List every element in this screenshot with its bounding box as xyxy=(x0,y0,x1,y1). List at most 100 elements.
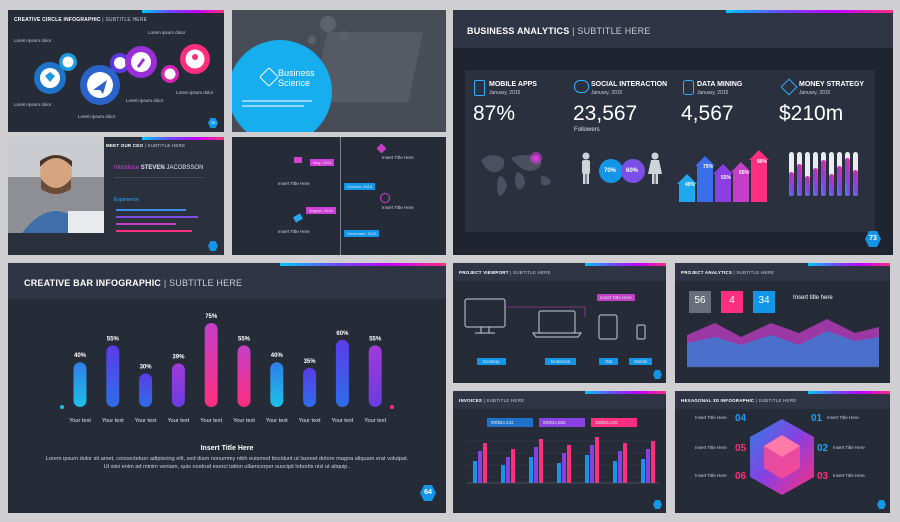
chat-icon xyxy=(574,80,589,93)
bar-chart: 40% Your text 55% Your text 30% Your text 39% Y… xyxy=(60,314,394,424)
invoice-amount: 99/$63,234 xyxy=(487,418,533,427)
slide-title: HEXAGONAL 3D INFOGRAPHIC | SUBTITLE HERE xyxy=(681,398,797,403)
page-number: 64 xyxy=(420,485,436,501)
device-label: Notebook xyxy=(545,358,577,365)
category-label: Your text xyxy=(102,418,124,424)
page-hex xyxy=(653,370,662,379)
category-label: Your text xyxy=(364,418,386,424)
category-label: Your text xyxy=(331,418,353,424)
caption-6: Lorem ipsum dolor xyxy=(176,90,214,95)
bar xyxy=(237,345,251,407)
page-hex xyxy=(208,241,218,251)
flag-icon xyxy=(294,157,302,163)
insert-title: Insert title here xyxy=(793,295,833,301)
male-percent: 70% xyxy=(604,168,617,174)
bar xyxy=(73,362,87,407)
slide-business-science[interactable]: Business Science xyxy=(232,10,446,132)
step-number: 04 xyxy=(735,413,747,424)
slide-header xyxy=(675,391,890,409)
skill-bar xyxy=(116,223,176,225)
gradient-bar xyxy=(585,263,666,266)
slide-business-analytics[interactable]: BUSINESS ANALYTICS | SUBTITLE HERE MOBIL… xyxy=(453,10,893,255)
world-map xyxy=(481,152,551,196)
step-label: Insert Title Here xyxy=(695,473,727,478)
slide-hexagonal-3d[interactable]: HEXAGONAL 3D INFOGRAPHIC | SUBTITLE HERE… xyxy=(675,391,890,513)
text-line xyxy=(242,105,304,107)
step-label: Insert Title Here xyxy=(695,445,727,450)
bar-value-label: 35% xyxy=(304,359,317,365)
phone-icon xyxy=(474,80,485,96)
slide-title: INVOICES | SUBTITLE HERE xyxy=(459,398,525,403)
brand-line-2: Science xyxy=(278,78,311,88)
card-value: $210m xyxy=(779,102,844,125)
axis-end-dot xyxy=(60,405,64,409)
circle-chain xyxy=(34,44,210,105)
step-number: 06 xyxy=(735,471,747,482)
bar-value-label: 40% xyxy=(74,353,87,359)
hex-cube xyxy=(750,419,814,495)
ceo-name: Introduce STEVEN JACOBSSON xyxy=(114,165,204,171)
followers-label: Followers xyxy=(574,127,600,133)
paper-plane-icon xyxy=(93,80,107,94)
step-number: 01 xyxy=(811,413,823,424)
gender-chart xyxy=(582,152,662,184)
caption-2: Lorem ipsum dolor xyxy=(14,102,52,107)
ceo-photo xyxy=(8,137,104,233)
slide-title: PROJECT VIEWPORT | SUBTITLE HERE xyxy=(459,270,551,275)
event-label: May, 2015 xyxy=(310,159,335,166)
stat-box: 34 xyxy=(753,291,775,313)
card-date: January, 2015 xyxy=(697,90,729,96)
bar xyxy=(270,362,284,407)
card-date: January, 2015 xyxy=(489,90,521,96)
device-label: Desktop xyxy=(477,358,506,365)
card-title: MONEY STRATEGY xyxy=(799,81,865,88)
invoice-bar-chart xyxy=(467,437,659,484)
database-icon xyxy=(683,80,694,95)
axis-end-dot xyxy=(390,405,394,409)
laptop-photo xyxy=(232,10,446,132)
stat-box: 56 xyxy=(689,291,711,313)
card-date: January, 2015 xyxy=(799,90,831,96)
slide-circle-infographic[interactable]: CREATIVE CIRCLE INFOGRAPHIC | SUBTITLE H… xyxy=(8,10,224,132)
bar-value-label: 75% xyxy=(205,314,218,320)
people-icon xyxy=(380,193,390,203)
card-title: DATA MINING xyxy=(697,81,743,88)
slide-title: CREATIVE BAR INFOGRAPHIC | SUBTITLE HERE xyxy=(24,278,243,288)
slide-title: PROJECT ANALYTICS | SUBTITLE HERE xyxy=(681,270,775,275)
slide-invoices[interactable]: INVOICES | SUBTITLE HERE 99/$63,234 99/$… xyxy=(453,391,666,513)
skill-bar xyxy=(116,216,198,218)
category-label: Your text xyxy=(69,418,91,424)
bar-value-label: 55% xyxy=(238,336,251,342)
tag-icon xyxy=(293,213,303,223)
arrow-label: 55% xyxy=(721,175,732,181)
card-title: MOBILE APPS xyxy=(489,81,537,88)
bar-value-label: 55% xyxy=(369,336,382,342)
money-bars xyxy=(789,152,858,196)
caption-1: Lorem ipsum dolor xyxy=(14,38,52,43)
card-date: January, 2015 xyxy=(591,90,623,96)
invoice-amount: 99/$34,655 xyxy=(539,418,585,427)
experience-heading: Experience xyxy=(114,197,140,203)
step-label: Insert Title Here xyxy=(695,415,727,420)
step-label: Insert Title Here xyxy=(833,445,865,450)
insert-title: Insert Title Here xyxy=(200,445,254,452)
card-title: SOCIAL INTERACTION xyxy=(591,81,668,88)
slide-timeline[interactable]: May, 2015 October, 2015 August, 2015 Dec… xyxy=(232,137,446,255)
bio-text xyxy=(114,177,204,192)
rocket-icon xyxy=(376,143,387,154)
slide-meet-ceo[interactable]: MEET OUR CEO | SUBTITLE HERE Introduce S… xyxy=(8,137,224,255)
page-hex xyxy=(877,500,886,509)
slide-project-viewport[interactable]: PROJECT VIEWPORT | SUBTITLE HERE Insert … xyxy=(453,263,666,383)
slide-bar-infographic[interactable]: CREATIVE BAR INFOGRAPHIC | SUBTITLE HERE… xyxy=(8,263,446,513)
slide-project-analytics[interactable]: PROJECT ANALYTICS | SUBTITLE HERE 56 4 3… xyxy=(675,263,890,383)
gradient-bar xyxy=(141,137,224,140)
slide-title: MEET OUR CEO | SUBTITLE HERE xyxy=(106,143,186,148)
bar-value-label: 39% xyxy=(172,354,185,360)
gradient-bar xyxy=(725,10,893,13)
category-label: Your text xyxy=(135,418,157,424)
step-label: Insert Title Here xyxy=(827,415,859,420)
bar-value-label: 60% xyxy=(336,331,349,337)
step-number: 02 xyxy=(817,443,829,454)
slide-header xyxy=(8,263,446,299)
card-value: 4,567 xyxy=(681,102,734,125)
